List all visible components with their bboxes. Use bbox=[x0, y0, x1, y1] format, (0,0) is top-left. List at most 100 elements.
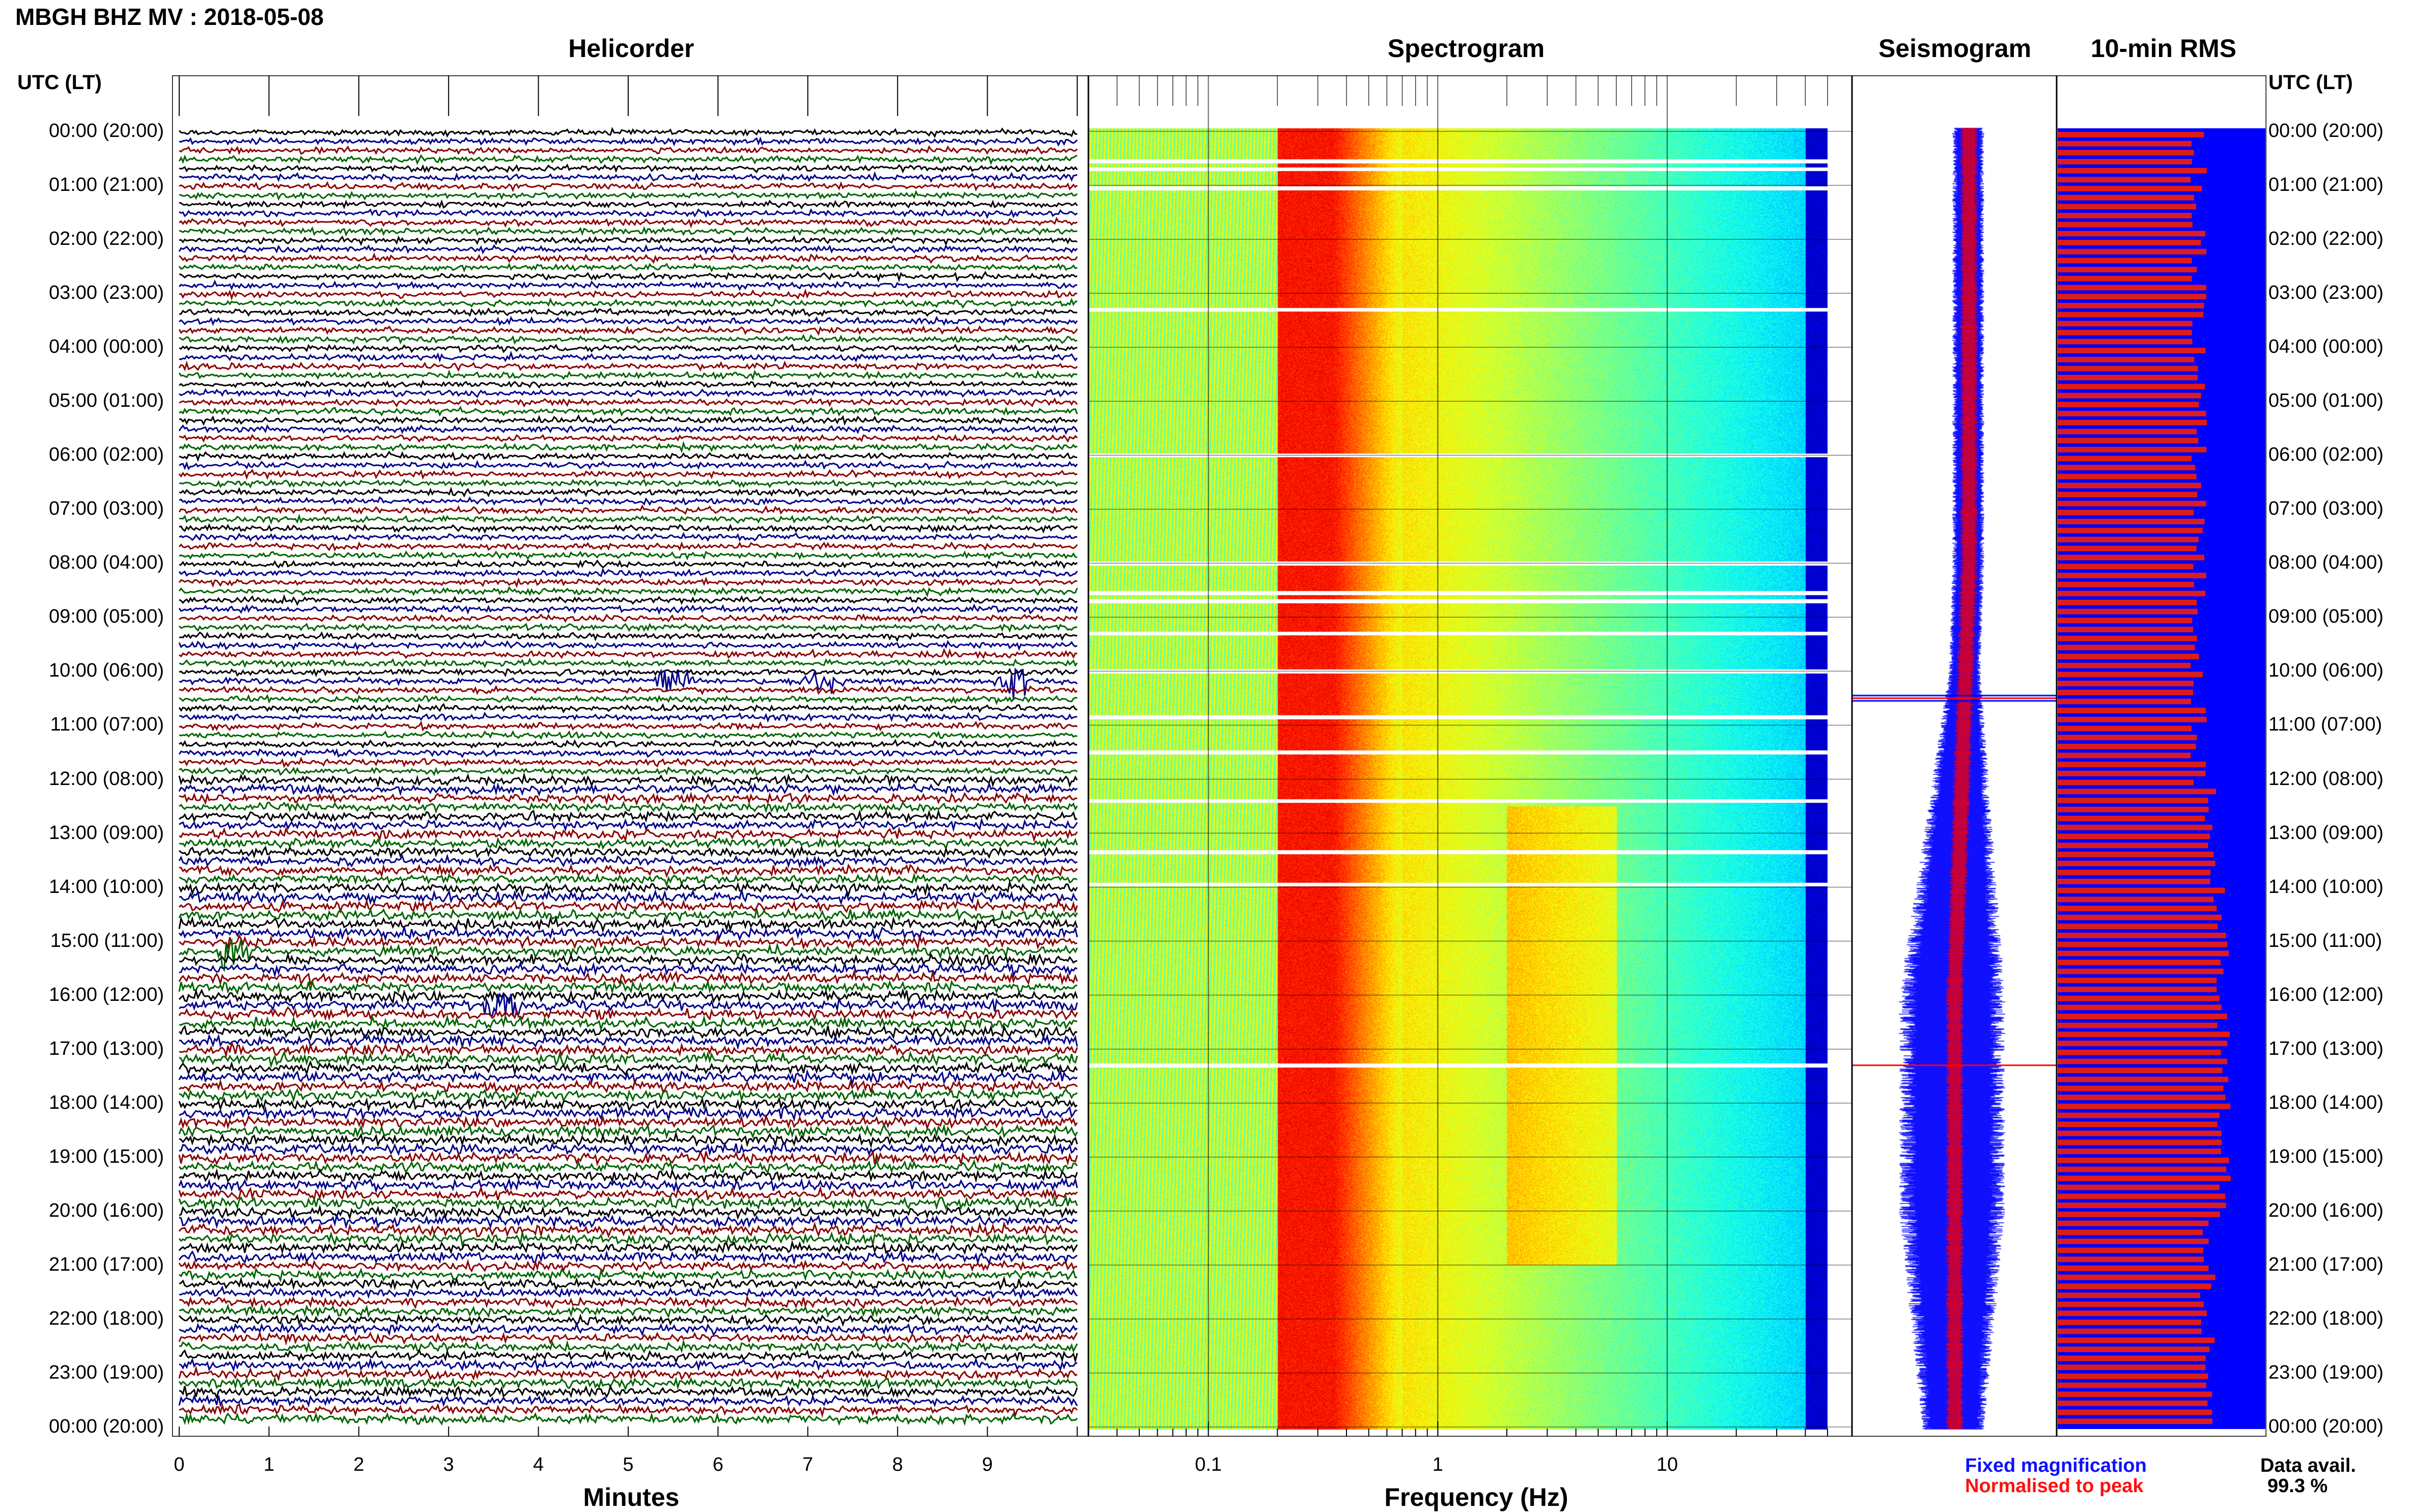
helicorder-trace bbox=[179, 730, 1078, 740]
helicorder-trace bbox=[178, 603, 1078, 615]
rms-bar bbox=[2058, 950, 2229, 957]
seismogram-frame bbox=[1852, 75, 2057, 1437]
helicorder-trace bbox=[179, 657, 1078, 668]
rms-bar bbox=[2058, 1418, 2212, 1424]
hour-label-right: 03:00 (23:00) bbox=[2268, 282, 2384, 304]
rms-bar bbox=[2058, 402, 2199, 408]
rms-bar bbox=[2058, 681, 2194, 687]
rms-bar bbox=[2058, 1346, 2210, 1352]
minutes-tick-label: 1 bbox=[263, 1454, 274, 1475]
rms-bar bbox=[2058, 1409, 2212, 1415]
hour-label-right: 00:00 (20:00) bbox=[2268, 120, 2384, 142]
helicorder-trace bbox=[179, 235, 1078, 246]
rms-bar bbox=[2058, 968, 2224, 974]
hour-label-left: 23:00 (19:00) bbox=[48, 1361, 164, 1383]
frequency-axis-title: Frequency (Hz) bbox=[1384, 1483, 1568, 1511]
helicorder-trace bbox=[179, 739, 1078, 749]
helicorder-trace bbox=[179, 558, 1078, 570]
helicorder-trace bbox=[179, 1285, 1078, 1301]
rms-bar bbox=[2058, 1149, 2222, 1155]
hour-label-left: 05:00 (01:00) bbox=[48, 390, 164, 412]
helicorder-trace bbox=[178, 262, 1078, 273]
helicorder-trace bbox=[178, 879, 1078, 898]
helicorder-trace bbox=[179, 1204, 1078, 1221]
rms-bar bbox=[2058, 779, 2194, 786]
helicorder-trace bbox=[179, 1131, 1078, 1149]
rms-title: 10-min RMS bbox=[2090, 34, 2237, 63]
spectrogram-title: Spectrogram bbox=[1387, 34, 1545, 63]
rms-bar bbox=[2058, 275, 2192, 282]
helicorder-trace bbox=[179, 1403, 1078, 1418]
helicorder-trace bbox=[178, 1248, 1078, 1266]
rms-bar bbox=[2058, 932, 2226, 938]
data-availability-value: 99.3 % bbox=[2267, 1475, 2328, 1497]
helicorder-trace bbox=[178, 1194, 1078, 1212]
helicorder-trace bbox=[179, 163, 1078, 174]
helicorder-trace bbox=[179, 1168, 1078, 1185]
hour-label-right: 12:00 (08:00) bbox=[2268, 768, 2384, 790]
rms-bar bbox=[2058, 186, 2202, 192]
helicorder-trace bbox=[179, 171, 1078, 183]
rms-bar bbox=[2058, 1337, 2215, 1343]
helicorder-trace bbox=[179, 496, 1078, 507]
rms-bar bbox=[2058, 194, 2194, 201]
rms-bar bbox=[2058, 752, 2191, 759]
rms-bar bbox=[2058, 797, 2208, 803]
helicorder-trace bbox=[179, 523, 1078, 534]
helicorder-trace bbox=[178, 1150, 1078, 1166]
helicorder-trace bbox=[179, 307, 1078, 317]
minutes-tick-label: 4 bbox=[533, 1454, 544, 1475]
rms-bar bbox=[2058, 221, 2193, 228]
rms-bar bbox=[2058, 1112, 2220, 1118]
rms-bar bbox=[2058, 716, 2207, 722]
helicorder-trace bbox=[178, 1365, 1078, 1382]
rms-bar bbox=[2058, 824, 2212, 830]
rms-bar bbox=[2058, 348, 2206, 354]
rms-bar bbox=[2058, 851, 2214, 857]
helicorder-trace bbox=[179, 434, 1078, 443]
helicorder-trace bbox=[178, 541, 1078, 552]
rms-bar bbox=[2058, 977, 2217, 984]
hour-label-left: 18:00 (14:00) bbox=[48, 1091, 164, 1113]
hour-label-right: 06:00 (02:00) bbox=[2268, 444, 2384, 466]
helicorder-trace bbox=[179, 270, 1078, 283]
helicorder-trace bbox=[179, 961, 1078, 979]
helicorder-trace bbox=[178, 127, 1077, 138]
hour-label-left: 11:00 (07:00) bbox=[50, 714, 164, 736]
rms-bar bbox=[2058, 564, 2194, 570]
hour-label-right: 14:00 (10:00) bbox=[2268, 876, 2384, 898]
helicorder-trace bbox=[179, 648, 1078, 659]
helicorder-trace bbox=[178, 978, 1078, 995]
rms-bar bbox=[2058, 878, 2210, 884]
hour-label-right: 15:00 (11:00) bbox=[2268, 930, 2382, 951]
hour-label-left: 16:00 (12:00) bbox=[48, 984, 164, 1005]
helicorder-trace bbox=[178, 244, 1078, 255]
helicorder-trace bbox=[178, 1185, 1078, 1201]
helicorder-trace bbox=[179, 550, 1078, 561]
helicorder-trace bbox=[178, 576, 1078, 589]
helicorder-trace bbox=[178, 969, 1078, 987]
rms-bar bbox=[2058, 887, 2225, 893]
rms-bar bbox=[2058, 1391, 2212, 1397]
hour-label-left: 07:00 (03:00) bbox=[48, 498, 164, 520]
hour-label-right: 02:00 (22:00) bbox=[2268, 228, 2384, 250]
rms-bar bbox=[2058, 1238, 2209, 1244]
helicorder-trace bbox=[178, 853, 1078, 869]
helicorder-trace bbox=[179, 1295, 1078, 1309]
rms-bar bbox=[2058, 627, 2194, 633]
rms-bar bbox=[2058, 708, 2206, 714]
rms-bar bbox=[2058, 1175, 2231, 1182]
rms-bar bbox=[2058, 1292, 2200, 1298]
frequency-tick-label: 10 bbox=[1656, 1454, 1678, 1475]
helicorder-trace bbox=[179, 1275, 1078, 1292]
helicorder-trace bbox=[179, 1303, 1078, 1319]
helicorder-trace bbox=[178, 1330, 1078, 1346]
helicorder-trace bbox=[178, 772, 1078, 788]
helicorder-trace bbox=[179, 809, 1078, 824]
helicorder-trace bbox=[178, 1069, 1078, 1087]
rms-bar bbox=[2058, 159, 2192, 165]
rms-bar bbox=[2058, 1166, 2227, 1172]
rms-bar bbox=[2058, 833, 2210, 839]
rms-bar bbox=[2058, 1014, 2227, 1020]
rms-bar bbox=[2058, 240, 2201, 246]
